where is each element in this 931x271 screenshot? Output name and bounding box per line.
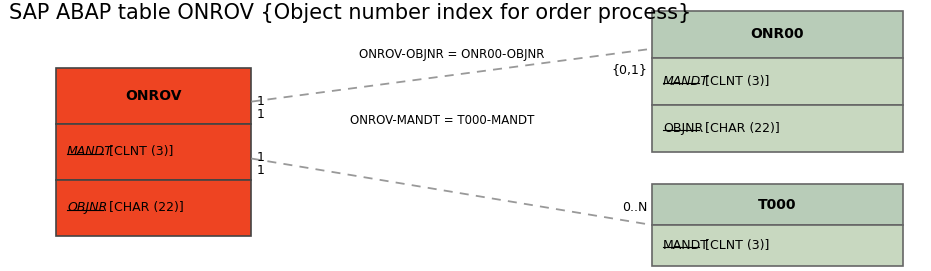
Bar [652,184,903,225]
Text: ONROV: ONROV [126,89,182,103]
Text: SAP ABAP table ONROV {Object number index for order process}: SAP ABAP table ONROV {Object number inde… [9,3,692,23]
Text: MANDT: MANDT [67,145,113,158]
Bar [56,180,251,236]
Text: 1: 1 [257,151,264,164]
Bar [652,11,903,58]
Bar [652,105,903,152]
Text: ONR00: ONR00 [750,27,804,41]
Text: {0,1}: {0,1} [611,63,647,76]
Bar [652,58,903,105]
Text: T000: T000 [758,198,797,212]
Bar [652,225,903,266]
Text: 0..N: 0..N [622,201,647,214]
Text: [CLNT (3)]: [CLNT (3)] [105,145,173,158]
Text: [CHAR (22)]: [CHAR (22)] [701,122,780,135]
Bar [56,124,251,180]
Text: OBJNR: OBJNR [67,201,107,214]
Text: MANDT: MANDT [663,239,708,252]
Text: [CLNT (3)]: [CLNT (3)] [701,239,769,252]
Text: MANDT: MANDT [663,75,708,88]
Text: ONROV-MANDT = T000-MANDT: ONROV-MANDT = T000-MANDT [350,114,534,127]
Text: 1: 1 [257,95,264,108]
Text: ONROV-OBJNR = ONR00-OBJNR: ONROV-OBJNR = ONR00-OBJNR [358,48,545,61]
Text: 1: 1 [257,164,264,177]
Bar [56,68,251,124]
Text: [CLNT (3)]: [CLNT (3)] [701,75,769,88]
Text: 1: 1 [257,108,264,121]
Text: OBJNR: OBJNR [663,122,703,135]
Text: [CHAR (22)]: [CHAR (22)] [105,201,184,214]
